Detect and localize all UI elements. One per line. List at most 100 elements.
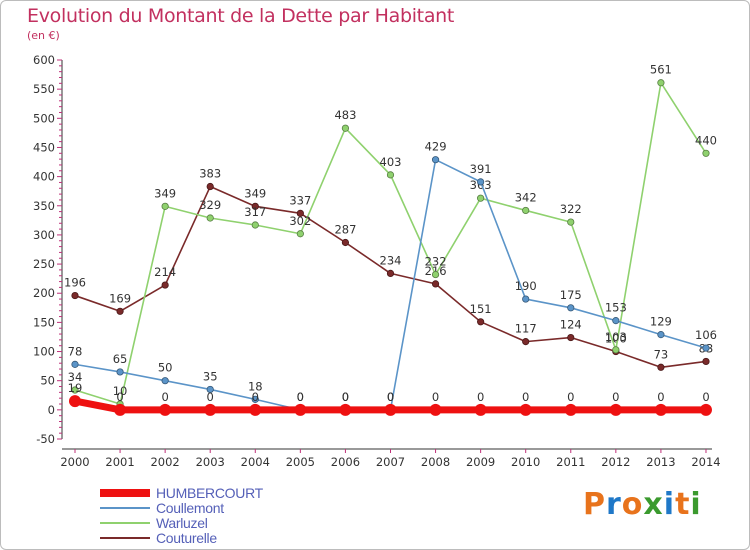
data-point-warluzel [296, 230, 304, 238]
y-tick-label: 0 [48, 403, 55, 417]
y-tick-label: 450 [33, 140, 55, 154]
x-tick-label: 2003 [196, 455, 225, 469]
y-tick-label: 250 [33, 257, 55, 271]
data-label-warluzel: 483 [334, 108, 356, 122]
data-point-warluzel [206, 214, 214, 222]
data-label-warluzel: 440 [695, 133, 717, 147]
data-label-warluzel: 317 [244, 205, 266, 219]
chart-legend: HUMBERCOURT Coullemont Warluzel Couturel… [100, 484, 263, 546]
data-point-coullemont [522, 295, 530, 303]
data-point-couturelle [296, 209, 304, 217]
logo-letter: i [663, 487, 676, 522]
legend-swatch [100, 521, 150, 524]
data-label-humbercourt: 0 [432, 390, 439, 404]
data-point-warluzel [567, 218, 575, 226]
data-label-warluzel: 34 [68, 370, 83, 384]
data-point-humbercourt [114, 403, 127, 416]
data-point-humbercourt [654, 403, 667, 416]
y-tick-label: 100 [33, 345, 55, 359]
data-point-warluzel [702, 149, 710, 157]
data-label-humbercourt: 0 [252, 390, 259, 404]
data-label-couturelle: 151 [470, 302, 492, 316]
data-point-warluzel [657, 79, 665, 87]
x-tick-label: 2006 [331, 455, 360, 469]
data-label-coullemont: 175 [560, 288, 582, 302]
data-label-coullemont: 18 [248, 379, 263, 393]
data-point-warluzel [341, 124, 350, 132]
data-label-couturelle: 124 [560, 318, 582, 332]
data-point-warluzel [71, 386, 79, 394]
y-tick-label: 600 [33, 53, 55, 67]
data-point-humbercourt [384, 403, 397, 416]
series-line-warluzel [74, 81, 707, 405]
data-point-couturelle [71, 291, 79, 300]
data-label-couturelle: 234 [380, 253, 402, 267]
x-tick-label: 2008 [421, 455, 450, 469]
x-tick-label: 2005 [286, 455, 315, 469]
data-point-couturelle [116, 307, 124, 315]
data-label-humbercourt: 0 [116, 390, 123, 404]
legend-label: HUMBERCOURT [156, 484, 263, 501]
data-label-warluzel: 403 [380, 155, 402, 169]
logo-letter: P [583, 487, 606, 522]
legend-swatch [100, 506, 150, 509]
data-point-coullemont [251, 395, 259, 403]
data-label-coullemont: 391 [470, 162, 492, 176]
data-point-coullemont [71, 360, 79, 368]
y-tick-label: 350 [33, 199, 55, 213]
proxiti-logo: Proxiti [583, 487, 702, 522]
y-tick-label: 50 [40, 374, 55, 388]
x-tick-label: 2013 [646, 455, 675, 469]
data-label-coullemont: 129 [650, 315, 672, 329]
x-tick-label: 2012 [601, 455, 630, 469]
data-label-humbercourt: 0 [522, 390, 529, 404]
data-label-warluzel: 349 [154, 186, 176, 200]
logo-letter: t [675, 487, 691, 522]
data-point-coullemont [477, 178, 485, 186]
y-tick-label: 300 [33, 228, 55, 242]
data-point-couturelle [477, 318, 485, 326]
data-point-humbercourt [564, 403, 577, 416]
data-label-warluzel: 329 [199, 198, 221, 212]
data-label-couturelle: 349 [244, 186, 266, 200]
data-point-humbercourt [519, 403, 532, 416]
data-point-coullemont [431, 156, 440, 164]
logo-letter: i [690, 487, 702, 522]
x-tick-label: 2007 [376, 455, 405, 469]
data-point-humbercourt [474, 403, 487, 416]
data-label-humbercourt: 0 [567, 390, 574, 404]
data-point-couturelle [161, 281, 169, 289]
data-point-warluzel [431, 270, 440, 279]
y-tick-label: 200 [33, 286, 55, 300]
y-tick-label: 500 [33, 111, 55, 125]
data-label-couturelle: 169 [109, 291, 131, 305]
data-point-coullemont [206, 385, 214, 394]
data-point-coullemont [702, 344, 710, 352]
data-label-humbercourt: 0 [297, 390, 304, 404]
data-label-warluzel: 322 [560, 202, 582, 216]
data-point-humbercourt [699, 403, 712, 416]
data-point-humbercourt [159, 403, 172, 416]
legend-swatch [100, 536, 150, 539]
legend-label: Warluzel [156, 514, 208, 531]
data-point-couturelle [522, 338, 530, 346]
y-tick-label: 400 [33, 170, 55, 184]
data-point-couturelle [386, 269, 395, 278]
legend-label: Coullemont [156, 499, 224, 516]
x-tick-label: 2014 [691, 455, 720, 469]
data-label-coullemont: 0 [387, 390, 394, 404]
y-tick-label: 550 [33, 82, 55, 96]
data-label-humbercourt: 0 [477, 390, 484, 404]
data-label-couturelle: 337 [289, 193, 311, 207]
data-point-warluzel [386, 171, 395, 179]
data-point-couturelle [702, 357, 710, 366]
data-label-couturelle: 73 [654, 347, 669, 361]
x-tick-label: 2004 [241, 455, 270, 469]
data-point-humbercourt [339, 403, 352, 416]
data-label-coullemont: 153 [605, 301, 627, 315]
data-label-warluzel: 10 [113, 384, 128, 398]
data-label-coullemont: 65 [113, 352, 128, 366]
legend-item-humbercourt: HUMBERCOURT [100, 484, 263, 501]
chart-title: Evolution du Montant de la Dette par Hab… [27, 5, 455, 27]
